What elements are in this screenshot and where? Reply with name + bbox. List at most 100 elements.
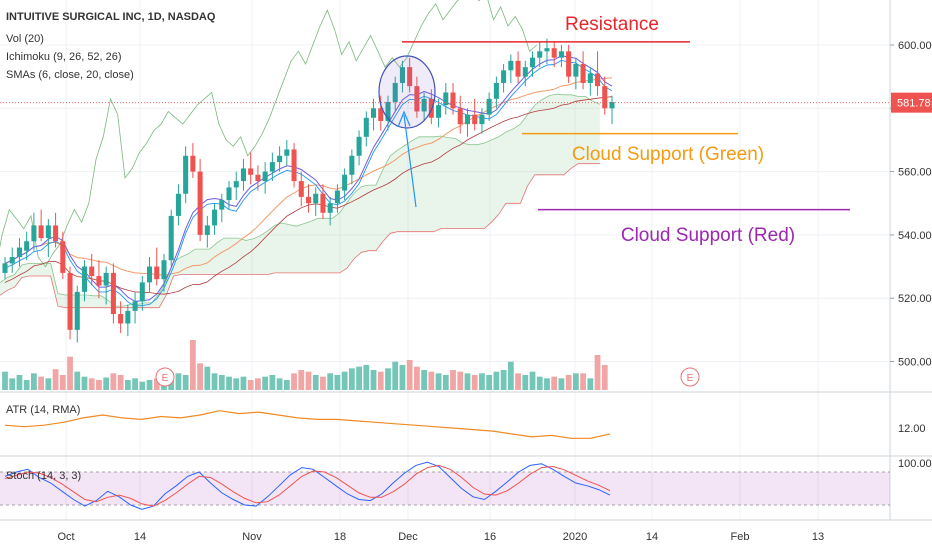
candle-body: [602, 86, 608, 109]
volume-bar: [442, 375, 449, 390]
candle-body: [313, 193, 319, 204]
candle-body: [125, 310, 131, 324]
price-tick-label: 500.00: [898, 357, 932, 369]
candle-body: [67, 272, 73, 330]
volume-bar: [479, 373, 485, 390]
candle-body: [269, 162, 275, 172]
candle-body: [508, 60, 514, 71]
volume-bar: [197, 363, 203, 390]
resistance-label: Resistance: [565, 14, 659, 35]
candle-body: [573, 63, 579, 77]
volume-bar: [255, 378, 261, 390]
candle-body: [544, 48, 550, 52]
volume-bar: [507, 361, 514, 390]
time-tick-label: 2020: [563, 531, 587, 543]
stoch-label: Stoch (14, 3, 3): [6, 470, 81, 482]
candle-body: [522, 67, 528, 77]
volume-bar: [88, 378, 95, 390]
earnings-marker: [680, 367, 700, 387]
candle-body: [298, 181, 304, 197]
volume-bar: [572, 373, 579, 390]
volume-bar: [450, 370, 456, 390]
time-tick-label: Dec: [398, 531, 418, 543]
chikou-span: [0, 0, 538, 268]
volume-bar: [406, 360, 413, 390]
cloud-support-green-label: Cloud Support (Green): [572, 144, 764, 165]
volume-bar: [471, 375, 478, 390]
candle-body: [472, 114, 478, 125]
volume-bar: [594, 355, 601, 390]
volume-bar: [269, 375, 276, 390]
volume-bar: [414, 366, 420, 390]
current-price-label: 581.78: [897, 98, 931, 110]
volume-bar: [74, 371, 81, 390]
indicator-label: Ichimoku (9, 26, 52, 26): [6, 51, 122, 63]
volume-bar: [233, 378, 240, 390]
candle-body: [363, 117, 369, 137]
candle-body: [233, 181, 239, 188]
candle-body: [53, 225, 59, 242]
volume-bar: [23, 380, 30, 390]
volume-bar: [59, 375, 66, 390]
candle-body: [248, 168, 254, 175]
volume-bar: [2, 371, 8, 390]
price-tick-label: 540.00: [898, 230, 932, 242]
candle-body: [479, 114, 485, 125]
candle-body: [2, 263, 8, 273]
volume-bar: [124, 380, 131, 390]
candle-body: [515, 60, 521, 77]
volume-bar: [544, 378, 550, 390]
candle-body: [342, 174, 348, 191]
candle-body: [566, 51, 572, 77]
arrow-line: [403, 114, 417, 208]
arrow-head: [397, 110, 411, 128]
candle-body: [349, 155, 355, 175]
candle-body: [103, 272, 109, 286]
volume-bar: [204, 366, 211, 390]
candle-body: [464, 114, 471, 125]
time-tick-label: 14: [646, 531, 658, 543]
candle-body: [443, 92, 449, 106]
candle-body: [501, 70, 507, 83]
candle-body: [595, 73, 601, 87]
time-tick-label: Oct: [57, 531, 74, 543]
earnings-marker-label: E: [687, 373, 694, 384]
candle-body: [291, 149, 297, 182]
candle-body: [96, 276, 102, 286]
candle-body: [219, 200, 225, 210]
candle-body: [450, 92, 456, 109]
candle-body: [414, 86, 420, 112]
candle-body: [378, 108, 384, 121]
candle-body: [407, 67, 413, 87]
candle-body: [154, 266, 160, 280]
candle-body: [436, 105, 442, 118]
price-tick-label: 600.00: [898, 40, 932, 52]
candle-body: [255, 174, 261, 182]
candle-body: [277, 155, 283, 163]
volume-bar: [38, 376, 45, 390]
volume-bar: [435, 373, 442, 390]
time-tick-label: 14: [134, 531, 146, 543]
candle-body: [580, 63, 586, 83]
price-tick-label: 560.00: [898, 167, 932, 179]
candle-body: [226, 187, 232, 201]
senkou-span-a: [0, 93, 601, 307]
volume-bar: [45, 378, 52, 390]
volume-bar: [153, 378, 160, 390]
volume-bar: [363, 365, 370, 390]
volume-bar: [565, 375, 572, 390]
candle-body: [132, 301, 138, 311]
candle-body: [31, 225, 37, 242]
candle-body: [421, 98, 427, 112]
stoch-tick-label: 100.00: [898, 458, 932, 470]
atr-label: ATR (14, RMA): [6, 404, 80, 416]
volume-bar: [81, 376, 88, 390]
volume-bar: [211, 373, 218, 390]
volume-bar: [298, 370, 305, 390]
volume-bar: [247, 380, 254, 390]
candle-body: [118, 314, 124, 324]
volume-bar: [117, 375, 124, 390]
volume-bar: [132, 378, 138, 390]
candle-body: [327, 203, 333, 213]
